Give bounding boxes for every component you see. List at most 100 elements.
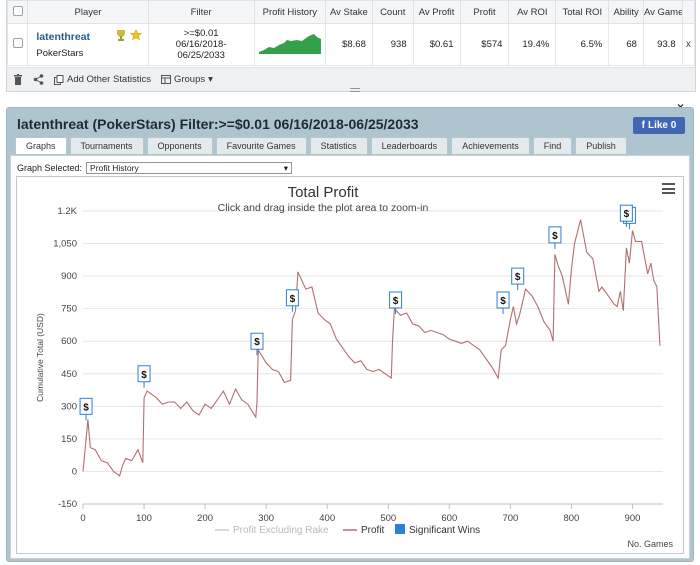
column-header[interactable]: Ability [608,0,644,24]
flag-box [389,291,403,309]
y-tick-label: 1,050 [53,239,77,250]
row-checkbox[interactable] [12,38,23,48]
graph-select-dropdown[interactable]: Profit History ▾ [86,162,293,174]
filter-cell: >=$0.01 06/16/2018- 06/25/2033 [147,23,255,66]
x-tick-label: 400 [319,513,335,524]
flag-box [137,365,151,383]
player-site: PokerStars [36,47,84,59]
flag-dollar-label: $ [141,370,147,381]
column-header[interactable]: Player [27,0,149,24]
tab-find[interactable]: Find [532,137,573,154]
legend-item-profit[interactable]: Profit [361,525,385,536]
like-label: Like 0 [647,120,677,131]
chart-container[interactable]: -150 0 150 300 450 600 750 900 1,050 1.2K 0 100 200 3… [16,176,684,554]
flag-dollar-label: $ [290,294,296,305]
column-header[interactable]: Filter [147,0,255,24]
x-tick-label: 900 [625,513,641,524]
tab-opponents[interactable]: Opponents [146,137,213,154]
column-header[interactable]: Total ROI [555,0,610,24]
significant-win-flag[interactable]: $ [79,397,93,421]
tab-statistics[interactable]: Statistics [309,137,368,154]
y-tick-label: 0 [72,466,77,477]
flag-dollar-label: $ [515,272,521,283]
column-header[interactable]: Av Stake [324,0,373,24]
filter-line: >=$0.01 [183,28,219,39]
select-all-header[interactable] [6,0,29,24]
trash-icon[interactable] [13,74,23,85]
significant-win-flag[interactable]: $ [250,332,264,356]
filter-line: 06/25/2033 [177,50,225,61]
column-header-blank [681,0,696,24]
x-tick-label: 300 [258,513,274,524]
column-header[interactable]: Profit [459,0,510,24]
remove-row-cell[interactable]: x [681,23,696,66]
ability-cell: 68 [608,23,644,66]
significant-win-flag[interactable]: $ [548,226,562,249]
graph-select-row: Graph Selected: Profit History ▾ [17,162,293,174]
legend-item-significant-wins[interactable]: Significant Wins [409,525,480,536]
x-tick-label: 100 [136,513,152,524]
column-header[interactable]: Av ROI [508,0,557,24]
table-row: latenthreat PokerStars >=$0.01 06/16/201… [6,23,696,66]
flag-box [496,291,510,309]
row-select-cell[interactable] [6,23,29,66]
chart-legend: Profit Excluding Rake Profit Significant W… [215,524,480,536]
star-icon [129,29,142,41]
stats-toolbar: Add Other Statistics Groups ▾ [7,67,695,91]
player-name-link[interactable]: latenthreat [36,30,91,43]
chevron-down-icon: ▾ [208,74,213,85]
stats-table: Player Filter Profit History Av Stake Co… [6,0,696,66]
player-panel: latenthreat (PokerStars) Filter:>=$0.01 … [6,107,694,562]
y-tick-label: 750 [61,304,77,315]
significant-win-flag[interactable]: $ [619,204,633,228]
significant-win-flag[interactable]: $ [496,291,510,314]
flag-box [619,204,633,222]
column-header[interactable]: Av Profit [412,0,461,24]
legend-item-profit-excluding-rake[interactable]: Profit Excluding Rake [233,525,329,536]
chevron-down-icon: ▾ [283,162,289,173]
tab-tournaments[interactable]: Tournaments [69,137,144,154]
column-header[interactable]: Count [371,0,414,24]
graph-select-value: Profit History [90,163,139,173]
resize-handle[interactable] [350,88,360,92]
chart-subtitle: Click and drag inside the plot area to z… [218,202,429,214]
significant-win-flag[interactable]: $ [285,289,299,312]
av-profit-cell: $0.61 [412,23,461,66]
groups-icon [160,75,171,84]
significant-win-flag[interactable]: $ [137,365,151,388]
flag-dollar-label: $ [254,337,260,348]
add-statistics-button[interactable]: Add Other Statistics [54,74,151,85]
groups-label: Groups [173,74,206,85]
profit-history-sparkline [253,23,326,66]
significant-win-flag[interactable]: $ [389,291,403,314]
significant-win-flag[interactable]: $ [511,267,525,291]
tab-content: Graph Selected: Profit History ▾ -150 0 15… [10,155,690,559]
x-tick-label: 0 [80,513,85,524]
y-tick-label: -150 [58,499,77,510]
profit-cell: $574 [459,23,510,66]
panel-title: latenthreat (PokerStars) Filter:>=$0.01 … [17,116,419,132]
stats-panel: Player Filter Profit History Av Stake Co… [6,0,696,92]
groups-dropdown[interactable]: Groups ▾ [160,74,213,85]
share-icon[interactable] [33,74,44,85]
tab-leaderboards[interactable]: Leaderboards [370,137,449,154]
add-statistics-label: Add Other Statistics [67,74,151,85]
facebook-like-button[interactable]: f Like 0 [633,117,685,134]
y-tick-label: 900 [61,271,77,282]
column-header[interactable]: Profit History [253,0,326,24]
column-header[interactable]: Av Game [642,0,683,24]
sparkline-chart [258,34,321,54]
av-roi-cell: 19.4% [508,23,557,66]
select-all-checkbox[interactable] [12,5,23,16]
tab-graphs[interactable]: Graphs [15,137,67,154]
flag-dollar-label: $ [552,231,558,242]
total-roi-cell: 6.5% [555,23,610,66]
tab-publish[interactable]: Publish [575,137,627,154]
tab-achievements[interactable]: Achievements [451,137,530,154]
chart-menu-icon[interactable] [662,183,675,197]
flag-dollar-label: $ [624,209,630,220]
flag-box [548,226,562,244]
remove-row-icon[interactable]: x [685,39,691,50]
tab-favourite-games[interactable]: Favourite Games [215,137,307,154]
